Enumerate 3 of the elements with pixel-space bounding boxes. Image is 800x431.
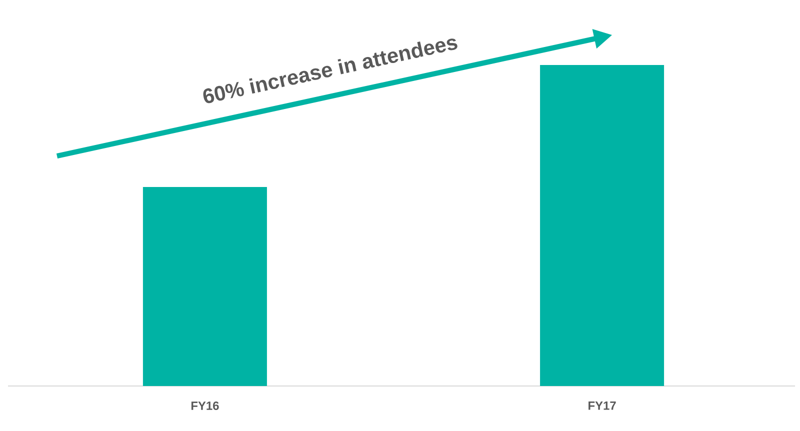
x-tick-label: FY17 bbox=[588, 402, 616, 410]
annotation: 60% increase in attendees bbox=[203, 38, 458, 104]
x-tick-label: FY16 bbox=[191, 402, 219, 410]
